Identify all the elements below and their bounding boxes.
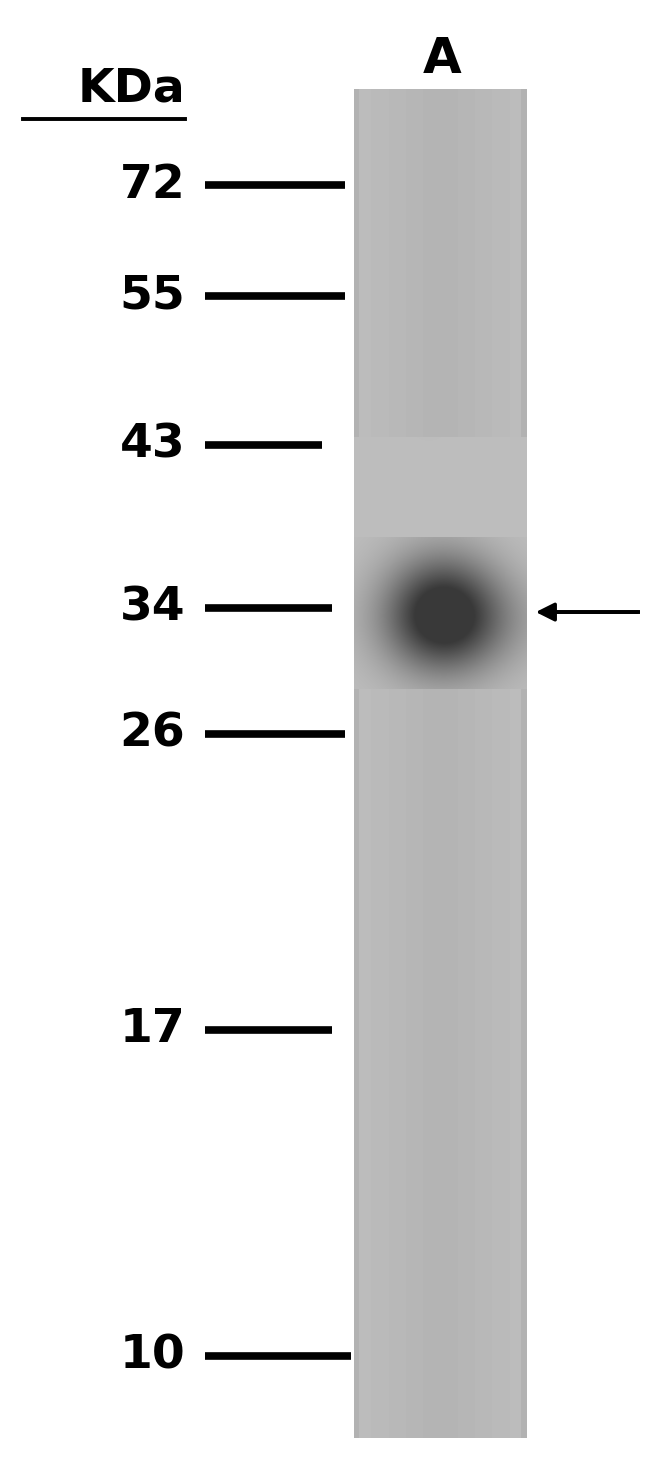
Text: 34: 34 [120,585,185,630]
Text: 17: 17 [120,1008,185,1052]
Text: 26: 26 [120,711,185,756]
Bar [521,89,527,1438]
Bar [354,89,359,1438]
Text: 43: 43 [120,422,185,467]
Text: KDa: KDa [77,67,185,111]
Text: 72: 72 [120,163,185,207]
Text: A: A [422,36,461,83]
Text: 55: 55 [120,274,185,319]
Text: 10: 10 [120,1334,185,1378]
